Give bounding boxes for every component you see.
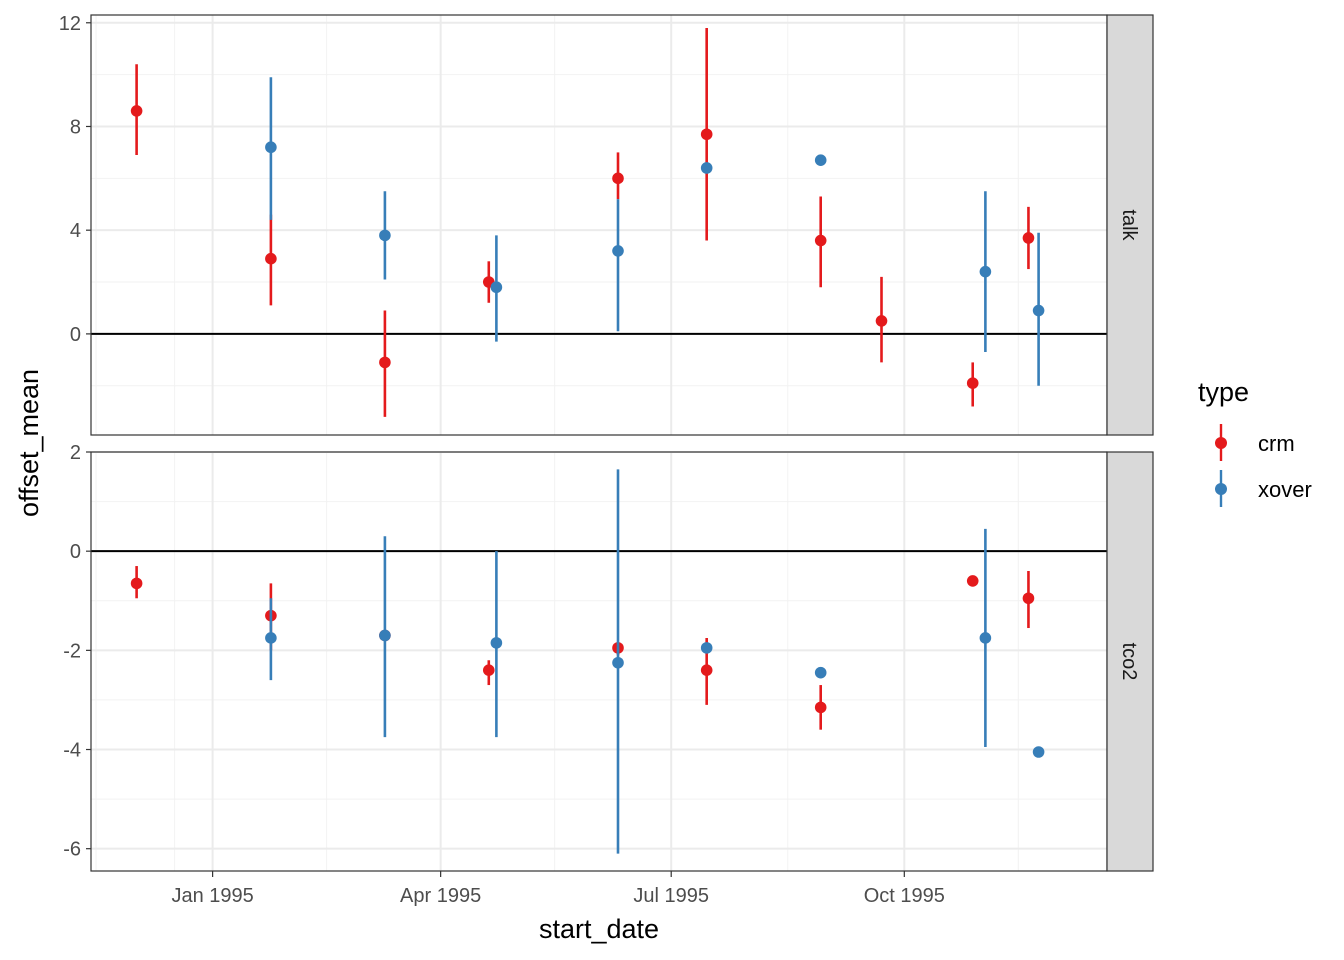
y-tick-label: 4 bbox=[70, 220, 81, 242]
data-point-crm bbox=[700, 128, 713, 141]
legend-key-crm-point bbox=[1215, 437, 1227, 449]
data-point-crm bbox=[1022, 592, 1035, 605]
x-axis-title: start_date bbox=[539, 914, 659, 944]
data-point-crm bbox=[379, 356, 391, 369]
data-point-xover bbox=[700, 162, 713, 174]
series-xover bbox=[265, 77, 1045, 386]
panel-background bbox=[91, 15, 1107, 435]
legend-label-crm: crm bbox=[1258, 431, 1295, 456]
data-point-crm bbox=[966, 575, 979, 587]
panel-tco2: -6 -4 -2 0 2 tco2 bbox=[63, 442, 1154, 872]
panel-tco2-minor-grid bbox=[91, 452, 1107, 871]
panel-talk: 0 4 8 12 talk bbox=[59, 13, 1154, 436]
data-point-crm bbox=[875, 315, 888, 327]
data-point-xover bbox=[490, 637, 503, 649]
y-axis-title: offset_mean bbox=[14, 369, 44, 517]
data-point-xover bbox=[612, 656, 624, 669]
data-point-crm bbox=[814, 234, 827, 247]
legend-item-xover: xover bbox=[1215, 470, 1312, 507]
panel-tco2-y-axis: -6 -4 -2 0 2 bbox=[63, 442, 91, 861]
x-tick-label: Apr 1995 bbox=[400, 885, 481, 907]
y-tick-label: 0 bbox=[70, 324, 81, 346]
legend-key-xover-point bbox=[1215, 483, 1227, 495]
data-point-xover bbox=[490, 281, 503, 294]
panel-background bbox=[91, 452, 1107, 871]
legend-label-xover: xover bbox=[1258, 477, 1312, 502]
data-point-xover bbox=[1032, 304, 1045, 317]
panel-talk-strip-label: talk bbox=[1118, 209, 1140, 241]
data-point-crm bbox=[482, 664, 495, 676]
data-point-crm bbox=[612, 172, 624, 185]
legend: type crm xover bbox=[1198, 377, 1312, 507]
data-point-crm bbox=[966, 377, 979, 389]
y-tick-label: 2 bbox=[70, 442, 81, 464]
series-xover bbox=[265, 469, 1045, 854]
data-point-xover bbox=[612, 245, 624, 257]
panel-talk-y-axis: 0 4 8 12 bbox=[59, 13, 91, 346]
x-axis: Jan 1995 Apr 1995 Jul 1995 Oct 1995 bbox=[171, 871, 945, 907]
data-point-xover bbox=[379, 629, 391, 642]
data-point-xover bbox=[979, 632, 992, 644]
y-tick-label: -2 bbox=[63, 640, 81, 662]
legend-item-crm: crm bbox=[1215, 424, 1295, 461]
data-point-crm bbox=[1022, 232, 1035, 244]
data-point-crm bbox=[700, 664, 713, 676]
panel-tco2-strip bbox=[1106, 451, 1154, 872]
data-point-xover bbox=[379, 229, 391, 242]
data-point-xover bbox=[265, 632, 277, 644]
panel-tco2-strip-label: tco2 bbox=[1118, 643, 1140, 681]
panel-tco2-series bbox=[130, 469, 1045, 854]
y-tick-label: 8 bbox=[70, 116, 81, 138]
data-point-xover bbox=[814, 666, 827, 679]
data-point-xover bbox=[979, 265, 992, 278]
legend-title: type bbox=[1198, 377, 1249, 407]
data-point-xover bbox=[1032, 746, 1045, 758]
y-tick-label: 12 bbox=[59, 13, 81, 35]
panel-talk-series bbox=[130, 27, 1045, 417]
panel-talk-strip bbox=[1106, 14, 1154, 436]
data-point-crm bbox=[814, 701, 827, 714]
data-point-xover bbox=[700, 642, 713, 654]
x-tick-label: Jan 1995 bbox=[171, 885, 253, 907]
data-point-xover bbox=[814, 154, 827, 166]
data-point-xover bbox=[265, 141, 277, 154]
y-tick-label: 0 bbox=[70, 541, 81, 563]
x-tick-label: Jul 1995 bbox=[633, 885, 709, 907]
data-point-crm bbox=[130, 105, 143, 117]
y-tick-label: -4 bbox=[63, 740, 81, 762]
data-point-crm bbox=[265, 252, 277, 265]
data-point-crm bbox=[130, 577, 143, 590]
y-tick-label: -6 bbox=[63, 839, 81, 861]
x-tick-label: Oct 1995 bbox=[864, 885, 945, 907]
series-crm bbox=[130, 27, 1035, 417]
panel-talk-minor-grid bbox=[91, 15, 1107, 435]
